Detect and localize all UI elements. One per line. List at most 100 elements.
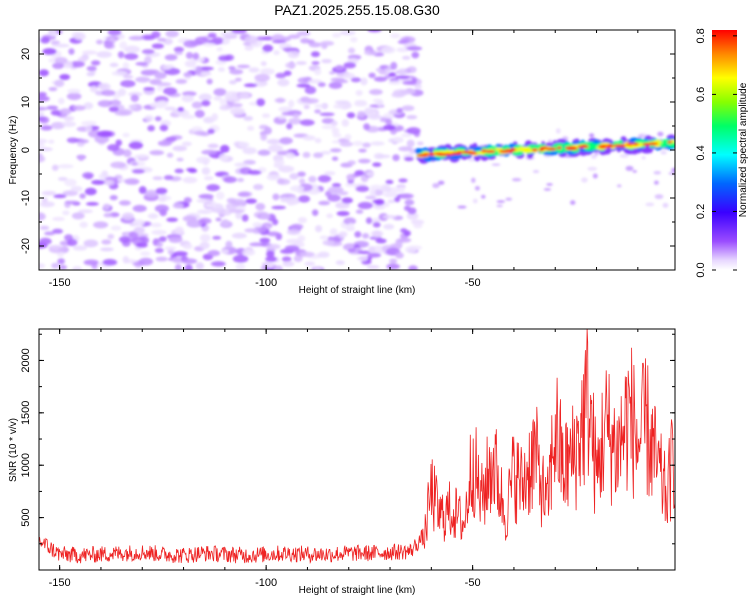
heatmap-cell xyxy=(84,187,97,196)
heatmap-cell xyxy=(397,68,409,76)
heatmap-cell xyxy=(229,103,243,108)
heatmap-cell xyxy=(206,184,221,192)
heatmap-cell xyxy=(400,228,408,233)
heatmap-cell xyxy=(370,141,385,146)
heatmap-cell xyxy=(645,202,655,207)
snr-y-ticks: 500 1000 1500 2000 xyxy=(20,333,675,571)
heatmap-cell xyxy=(183,72,193,78)
heatmap-cell xyxy=(511,178,522,182)
heatmap-cell xyxy=(311,209,319,217)
heatmap-cell xyxy=(404,156,414,162)
heatmap-cell xyxy=(229,69,244,75)
heatmap-cell xyxy=(404,199,415,206)
heatmap-cell xyxy=(390,61,398,70)
heatmap-cell xyxy=(207,32,217,38)
heatmap-cell xyxy=(271,205,286,210)
heatmap-cell xyxy=(372,162,382,167)
heatmap-cell xyxy=(57,176,68,181)
heatmap-cell xyxy=(358,148,367,153)
heatmap-cell xyxy=(260,61,267,66)
heatmap-cell xyxy=(230,107,245,116)
heatmap-cell xyxy=(362,232,370,239)
heatmap-cell xyxy=(385,119,393,126)
heatmap-cell xyxy=(177,107,185,112)
heatmap-cell xyxy=(141,49,155,55)
heatmap-cell xyxy=(260,133,268,141)
heatmap-cell xyxy=(62,210,70,216)
heatmap-cell xyxy=(61,121,77,127)
heatmap-cell xyxy=(163,175,174,181)
heatmap-cell xyxy=(335,201,350,209)
heatmap-cell xyxy=(172,202,184,209)
heatmap-cell xyxy=(72,265,82,270)
heatmap-cell xyxy=(531,148,538,152)
heatmap-cell xyxy=(331,32,342,38)
heatmap-cell xyxy=(81,120,97,126)
heatmap-cell xyxy=(162,87,178,95)
heatmap-cell xyxy=(157,37,167,42)
heatmap-cell xyxy=(373,76,388,82)
heatmap-cell xyxy=(327,186,344,194)
colorbar-tick-label: 0.2 xyxy=(695,204,707,219)
heatmap-cell xyxy=(82,172,94,179)
heatmap-cell xyxy=(79,139,89,144)
heatmap-cell xyxy=(207,250,221,257)
heatmap-cell xyxy=(107,30,122,36)
heatmap-cell xyxy=(372,230,382,238)
heatmap-cell xyxy=(290,223,304,230)
heatmap-cell xyxy=(161,64,172,71)
heatmap-cell xyxy=(63,116,75,121)
heatmap-cell xyxy=(201,149,217,155)
heatmap-cell xyxy=(255,202,266,211)
heatmap-cell xyxy=(467,158,476,162)
heatmap-cell xyxy=(266,138,281,145)
heatmap-cell xyxy=(85,202,99,206)
heatmap-cell xyxy=(274,159,285,166)
heatmap-cell xyxy=(93,221,109,229)
heatmap-cell xyxy=(238,141,250,148)
heatmap-cell xyxy=(213,96,222,101)
heatmap-cell xyxy=(154,116,162,122)
spectrogram-y-tick-label: 0 xyxy=(20,147,32,153)
heatmap-cell xyxy=(297,216,307,224)
heatmap-cell xyxy=(206,78,213,85)
heatmap-cell xyxy=(39,263,46,269)
heatmap-cell xyxy=(345,182,357,188)
colorbar-gradient xyxy=(712,30,737,270)
heatmap-cell xyxy=(78,209,93,214)
heatmap-cell xyxy=(353,101,368,107)
heatmap-cell xyxy=(144,189,159,198)
heatmap-cell xyxy=(108,106,119,113)
heatmap-cell xyxy=(253,183,264,191)
heatmap-cell xyxy=(151,43,164,49)
heatmap-cell xyxy=(65,200,80,205)
heatmap-cell xyxy=(286,228,301,235)
heatmap-cell xyxy=(299,119,315,126)
heatmap-cell xyxy=(398,146,413,152)
heatmap-cell xyxy=(401,105,415,112)
heatmap-cell xyxy=(156,242,163,248)
heatmap-cell xyxy=(131,161,138,166)
heatmap-cell xyxy=(225,240,233,249)
heatmap-cell xyxy=(90,60,101,66)
heatmap-cell xyxy=(194,130,207,136)
heatmap-cell xyxy=(202,42,216,47)
heatmap-cell xyxy=(579,145,589,149)
heatmap-cell xyxy=(298,178,306,185)
heatmap-cell xyxy=(632,170,637,173)
heatmap-cell xyxy=(85,125,93,133)
heatmap-cell xyxy=(307,79,323,84)
heatmap-cell xyxy=(481,194,486,199)
heatmap-cell xyxy=(201,99,211,107)
heatmap-cell xyxy=(352,140,364,147)
heatmap-cell xyxy=(196,156,211,164)
heatmap-cell xyxy=(618,140,623,145)
heatmap-cell xyxy=(174,168,184,174)
heatmap-cell xyxy=(408,265,418,270)
heatmap-cell xyxy=(138,186,147,194)
heatmap-cell xyxy=(39,69,49,77)
heatmap-cell xyxy=(156,85,163,92)
heatmap-cell xyxy=(368,246,376,253)
heatmap-cell xyxy=(332,183,342,188)
